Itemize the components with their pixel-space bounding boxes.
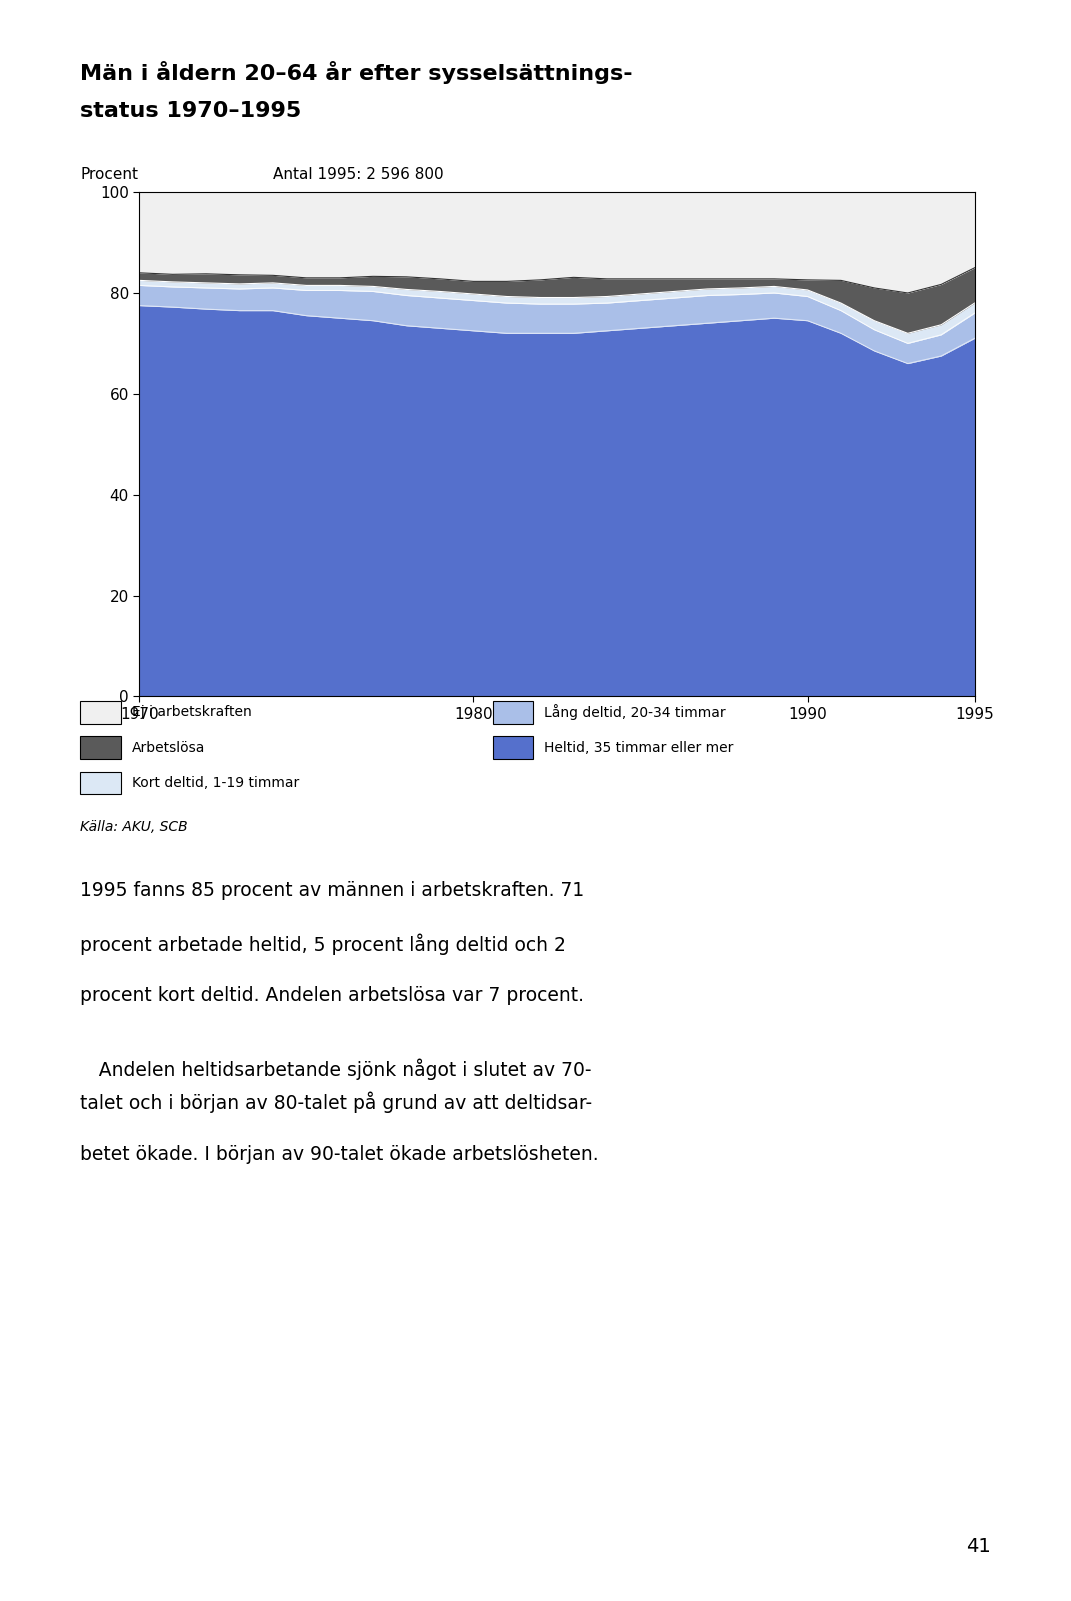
Text: Procent: Procent	[80, 167, 138, 181]
Text: procent arbetade heltid, 5 procent lång deltid och 2: procent arbetade heltid, 5 procent lång …	[80, 933, 567, 954]
Text: status 1970–1995: status 1970–1995	[80, 101, 302, 120]
Text: Lång deltid, 20-34 timmar: Lång deltid, 20-34 timmar	[544, 704, 726, 720]
Text: Källa: AKU, SCB: Källa: AKU, SCB	[80, 820, 187, 834]
Text: procent kort deltid. Andelen arbetslösa var 7 procent.: procent kort deltid. Andelen arbetslösa …	[80, 986, 585, 1005]
Text: talet och i början av 80-talet på grund av att deltidsar-: talet och i början av 80-talet på grund …	[80, 1092, 592, 1113]
Text: Antal 1995: 2 596 800: Antal 1995: 2 596 800	[273, 167, 443, 181]
Text: Kort deltid, 1-19 timmar: Kort deltid, 1-19 timmar	[132, 776, 299, 789]
Text: Ej i arbetskraften: Ej i arbetskraften	[132, 706, 252, 719]
Text: Heltid, 35 timmar eller mer: Heltid, 35 timmar eller mer	[544, 741, 734, 754]
Text: Arbetslösa: Arbetslösa	[132, 741, 206, 754]
Text: Män i åldern 20–64 år efter sysselsättnings-: Män i åldern 20–64 år efter sysselsättni…	[80, 61, 633, 83]
Text: 1995 fanns 85 procent av männen i arbetskraften. 71: 1995 fanns 85 procent av männen i arbets…	[80, 881, 585, 900]
Text: betet ökade. I början av 90-talet ökade arbetslösheten.: betet ökade. I början av 90-talet ökade …	[80, 1145, 599, 1164]
Text: Andelen heltidsarbetande sjönk något i slutet av 70-: Andelen heltidsarbetande sjönk något i s…	[80, 1058, 592, 1079]
Text: 41: 41	[966, 1537, 991, 1556]
